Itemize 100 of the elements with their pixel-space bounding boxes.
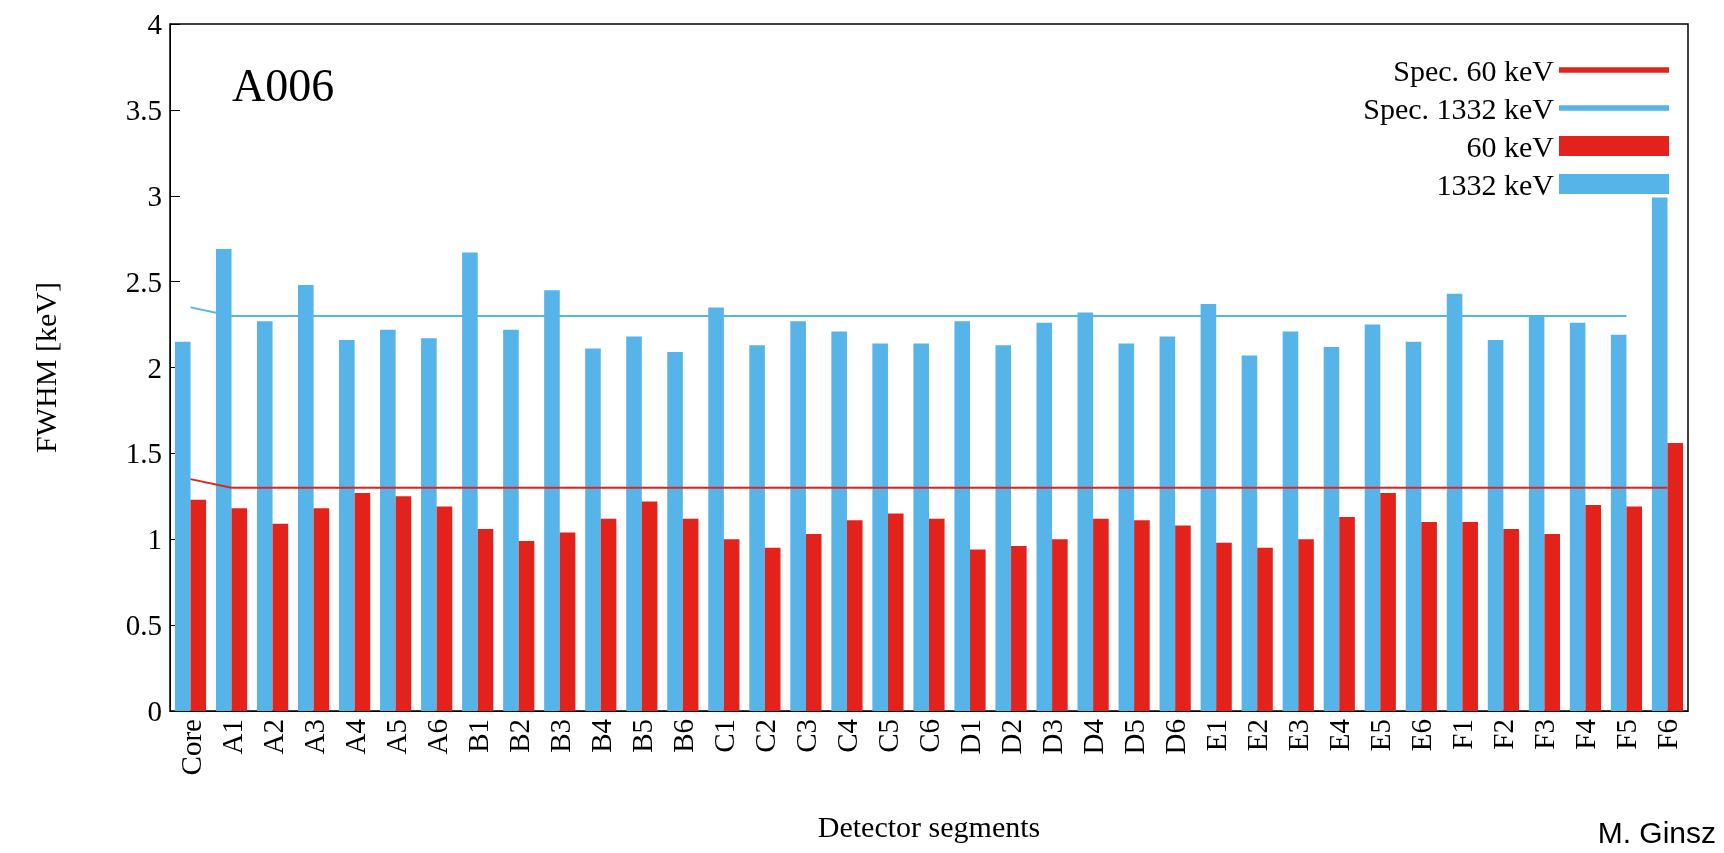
x-tick-label: F4 (1569, 718, 1602, 750)
bar (1175, 525, 1191, 711)
x-tick-label: F2 (1487, 719, 1520, 750)
x-tick-label: F1 (1446, 719, 1479, 750)
bar (1339, 516, 1355, 711)
bar (1159, 336, 1176, 711)
x-tick-label: C1 (707, 719, 740, 753)
x-tick-label: C6 (913, 719, 945, 753)
x-tick-label: E3 (1282, 719, 1315, 752)
x-tick-label: A6 (420, 719, 453, 755)
x-tick-label: B2 (502, 719, 535, 753)
bar (723, 539, 740, 711)
y-tick-label: 1.5 (125, 437, 162, 470)
bar (626, 336, 642, 711)
x-tick-label: B3 (543, 719, 576, 753)
x-tick-label: D6 (1159, 719, 1192, 755)
x-tick-label: A4 (338, 718, 371, 755)
y-tick-label: 1 (147, 523, 162, 556)
bar (1036, 322, 1053, 711)
bar (1421, 522, 1437, 711)
x-tick-label: F5 (1610, 719, 1643, 750)
bar (1610, 334, 1627, 711)
x-tick-label: E6 (1405, 719, 1438, 752)
bar (1011, 546, 1027, 711)
x-tick-label: A3 (297, 719, 330, 755)
bar (1503, 528, 1519, 711)
bar (174, 341, 191, 711)
bar (421, 338, 437, 711)
bar (749, 345, 765, 711)
bar (1585, 504, 1602, 711)
bar (1544, 534, 1560, 711)
bar (339, 340, 355, 711)
legend-label: Spec. 60 keV (1393, 53, 1555, 87)
x-tick-label: B1 (461, 719, 494, 753)
bar (872, 343, 888, 711)
bar (380, 329, 396, 711)
bar (995, 345, 1012, 711)
bar (1052, 539, 1068, 711)
bar (1487, 340, 1504, 711)
bar (846, 520, 863, 711)
x-tick-label: C2 (748, 719, 781, 753)
x-tick-label: D2 (995, 719, 1028, 755)
bar (395, 496, 412, 711)
x-tick-label: E4 (1323, 718, 1356, 752)
bar (1257, 547, 1273, 711)
bar (1298, 539, 1314, 711)
text: M. Ginsz (1597, 815, 1717, 849)
annotation: A006 (232, 59, 335, 111)
x-tick-label: F3 (1528, 719, 1561, 750)
bar (667, 352, 683, 711)
x-tick-label: C4 (830, 718, 863, 753)
legend-label: 1332 keV (1436, 167, 1555, 201)
bar (929, 518, 945, 711)
y-tick-label: 0 (147, 695, 162, 727)
bar (1282, 331, 1299, 711)
bar (354, 492, 371, 711)
bar (585, 348, 601, 711)
x-tick-label: D4 (1077, 718, 1110, 755)
x-tick-label: A5 (379, 719, 412, 755)
x-tick-label: B5 (625, 719, 658, 753)
bar (887, 513, 904, 711)
bar (1380, 492, 1396, 711)
bar (1405, 341, 1422, 711)
x-tick-label: D1 (954, 719, 987, 755)
x-tick-label: A2 (256, 719, 289, 755)
bar (272, 523, 289, 711)
bar (954, 321, 971, 711)
bar (1364, 324, 1381, 711)
bar (436, 506, 453, 711)
x-tick-label: B6 (666, 719, 699, 753)
bar (1134, 520, 1150, 711)
y-tick-label: 3 (147, 179, 162, 212)
legend-label: Spec. 1332 keV (1363, 91, 1555, 125)
x-tick-label: F6 (1651, 719, 1684, 750)
bar (1569, 322, 1586, 711)
x-tick-label: Core (174, 719, 207, 776)
bar (1651, 197, 1668, 711)
bar (682, 518, 699, 711)
bar (313, 508, 330, 711)
y-axis-title: FWHM [keV] (28, 282, 62, 453)
x-tick-label: E1 (1200, 719, 1233, 752)
bar (1323, 346, 1340, 711)
bar (764, 547, 781, 711)
y-tick-label: 2.5 (125, 265, 162, 298)
bar (503, 329, 519, 711)
bar (477, 528, 494, 711)
bar (913, 343, 929, 711)
x-tick-label: E5 (1364, 719, 1397, 752)
x-tick-label: A1 (215, 719, 248, 755)
bar (1241, 355, 1258, 711)
bar (831, 331, 847, 711)
x-tick-label: D5 (1118, 719, 1151, 755)
bar (256, 321, 273, 711)
bar (1093, 518, 1109, 711)
bar (190, 499, 207, 711)
bar (970, 549, 986, 711)
bar (559, 532, 576, 711)
x-tick-label: B4 (584, 718, 617, 753)
legend-label: 60 keV (1466, 129, 1555, 163)
bar (790, 321, 806, 711)
